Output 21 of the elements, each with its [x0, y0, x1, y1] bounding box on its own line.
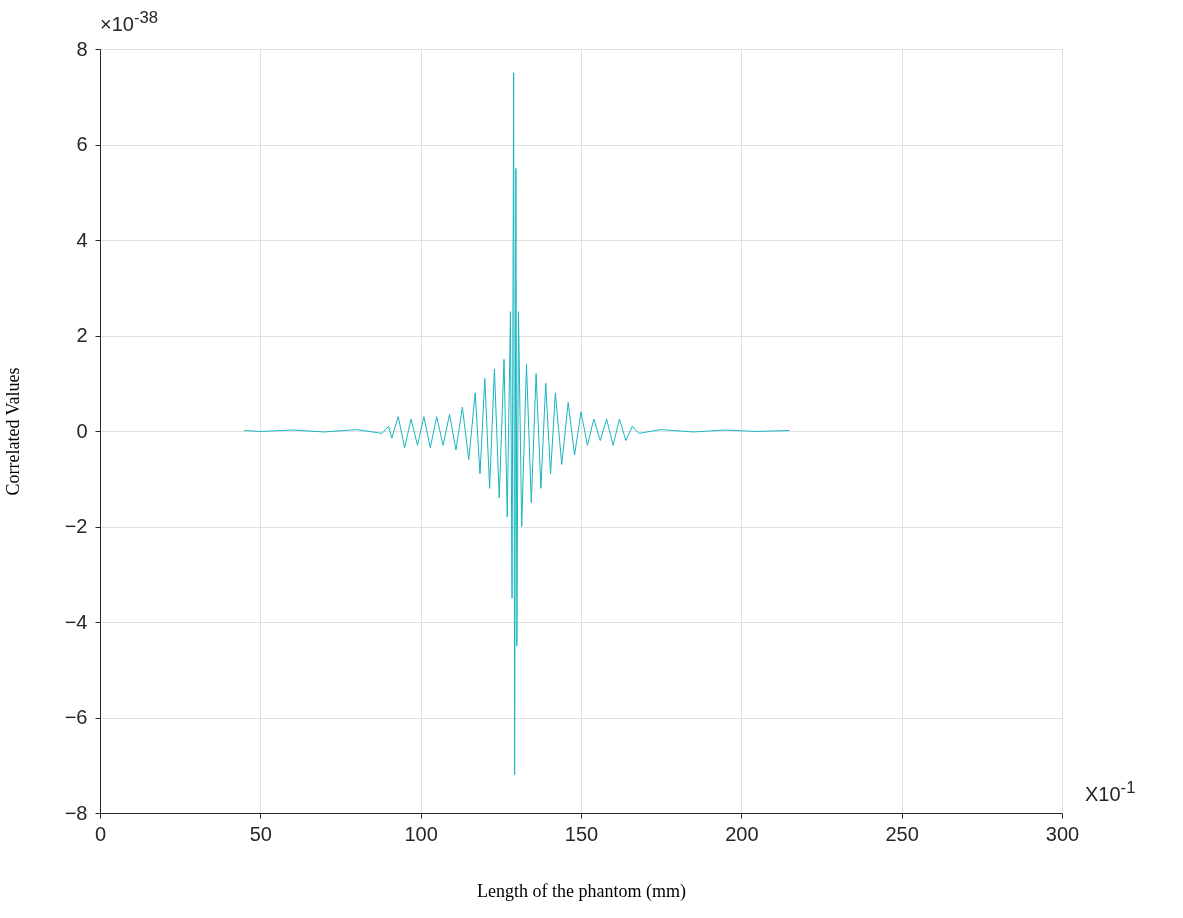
text: X10$^{-1}$	[1085, 778, 1136, 806]
y-axis-title: Correlated Values	[2, 367, 23, 496]
y-tick-label: −6	[64, 706, 88, 728]
y-tick-label: −2	[64, 515, 88, 537]
x-tick-label: 150	[564, 822, 599, 845]
line-series	[243, 72, 790, 776]
y-tick-label: 8	[76, 37, 88, 60]
x-tick-label: 300	[1045, 822, 1080, 845]
text: ×10$^{-38}$	[100, 8, 159, 36]
x-tick-label: 200	[725, 822, 759, 845]
x-tick-label: 250	[885, 822, 919, 845]
y-tick-label: 4	[76, 228, 88, 251]
y-tick-label: 6	[76, 133, 88, 155]
y-tick-label: 2	[76, 324, 88, 346]
y-tick-label: 0	[76, 419, 88, 442]
x-tick-label: 100	[404, 822, 438, 845]
x-tick-label: 0	[94, 822, 107, 845]
y-tick-label: −8	[64, 801, 88, 824]
y-tick-label: −4	[64, 610, 88, 633]
x-axis-title: Length of the phantom (mm)	[477, 880, 686, 902]
x-tick-label: 50	[249, 822, 272, 845]
